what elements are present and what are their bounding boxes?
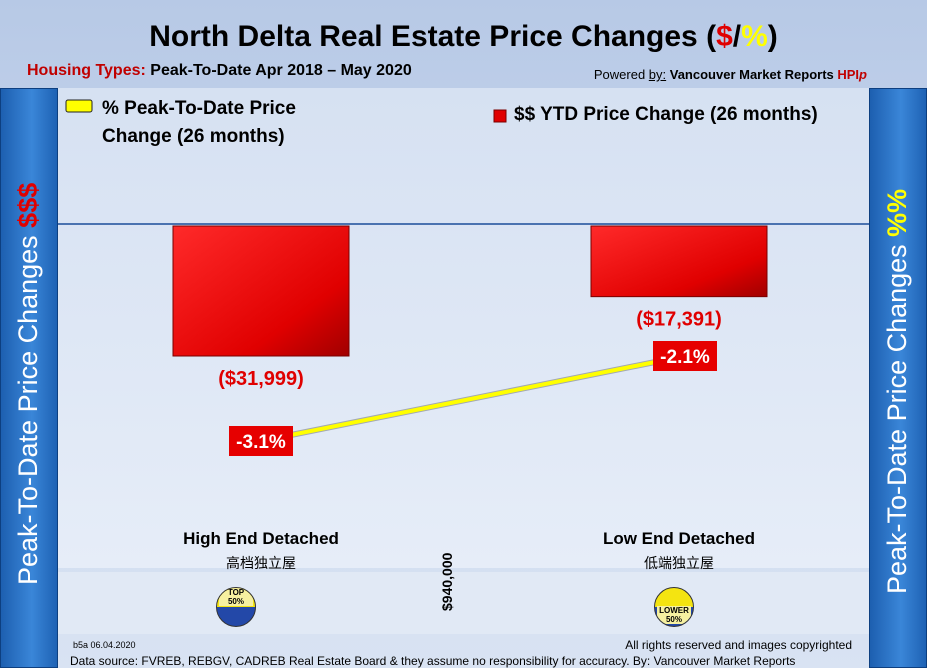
header: North Delta Real Estate Price Changes ($… — [0, 0, 927, 88]
pct-point-0 — [229, 426, 293, 456]
legend-dollar-label: $$ YTD Price Change (26 months) — [514, 104, 818, 125]
bar-0 — [172, 225, 350, 357]
chart-code: b5a 06.04.2020 — [73, 640, 136, 650]
category-high-end: High End Detached 高档独立屋 — [183, 529, 339, 571]
top-50-badge: TOP 50% — [216, 587, 256, 627]
right-axis-panel: Peak-To-Date Price Changes %% — [869, 88, 927, 668]
lower-50-badge: LOWER 50% — [654, 587, 694, 627]
legend-pct-label: % Peak-To-Date Price Change (26 months) — [102, 98, 296, 147]
subtitle: Housing Types: Peak-To-Date Apr 2018 – M… — [27, 62, 412, 79]
data-source-text: Data source: FVREB, REBGV, CADREB Real E… — [70, 654, 796, 668]
pct-line — [260, 354, 686, 443]
bar-label-0: ($31,999) — [218, 368, 304, 390]
bar-label-1: ($17,391) — [636, 309, 722, 331]
pct-point-1 — [653, 341, 717, 371]
bar-1 — [590, 225, 768, 298]
badge-band — [58, 572, 869, 634]
category-low-end: Low End Detached 低端独立屋 — [602, 529, 756, 571]
pct-label-1: -2.1% — [660, 347, 710, 368]
legend-bar-swatch — [493, 109, 507, 123]
powered-by: Powered by: Vancouver Market Reports HPI… — [593, 67, 867, 82]
copyright-text: All rights reserved and images copyright… — [625, 638, 852, 652]
right-axis-label: Peak-To-Date Price Changes %% — [882, 188, 912, 594]
pct-label-0: -3.1% — [236, 432, 286, 453]
left-axis-label: Peak-To-Date Price Changes $$$ — [13, 182, 43, 585]
price-divider-label: $940,000 — [439, 552, 455, 611]
legend-line-swatch — [65, 99, 93, 113]
left-axis-panel: Peak-To-Date Price Changes $$$ — [0, 88, 58, 668]
page-title: North Delta Real Estate Price Changes ($… — [149, 20, 778, 53]
